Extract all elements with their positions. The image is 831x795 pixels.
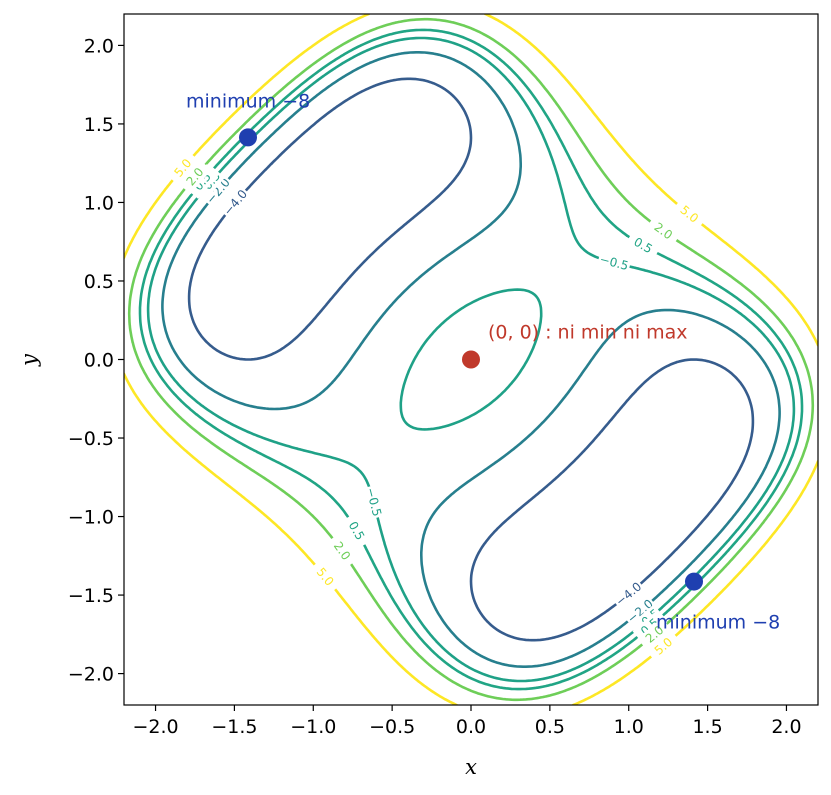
contour-line xyxy=(138,28,804,691)
contour-label-bg xyxy=(218,185,252,221)
contour-label-bg xyxy=(361,484,386,520)
x-axis-ticks: −2.0 −1.5 −1.0 −0.5 0.0 0.5 1.0 1.5 2.0 xyxy=(132,705,802,738)
y-tick-label: −2.0 xyxy=(68,664,114,686)
y-axis-label: y xyxy=(17,353,41,367)
point-annotation: minimum −8 xyxy=(186,90,310,112)
contour-label-bg xyxy=(637,617,673,651)
contour-label-bg xyxy=(632,610,668,644)
x-tick-label: 1.5 xyxy=(692,716,722,738)
contour-label-bg xyxy=(185,164,219,199)
contour-label-bg xyxy=(625,230,661,261)
contour-label-bg xyxy=(178,159,212,195)
y-tick-label: −0.5 xyxy=(68,428,114,450)
contour-label-bg xyxy=(596,250,632,275)
contour-label-bg xyxy=(646,629,681,663)
point-annotation: minimum −8 xyxy=(656,612,780,634)
critical-point-marker xyxy=(239,128,257,147)
contour-label-bg xyxy=(341,512,372,549)
point-annotation: (0, 0) : ni min ni max xyxy=(488,322,688,344)
y-tick-label: 0.0 xyxy=(84,350,114,372)
contour-label-bg xyxy=(166,150,200,186)
contour-lines xyxy=(124,14,818,705)
x-tick-label: 0.5 xyxy=(535,716,565,738)
contour-label-bg xyxy=(308,559,342,595)
x-tick-label: −0.5 xyxy=(369,716,415,738)
critical-points: minimum −8 minimum −8 (0, 0) : ni min ni m… xyxy=(186,90,780,633)
y-tick-label: 1.5 xyxy=(84,114,114,136)
x-axis-label: x xyxy=(465,755,477,779)
critical-point-marker xyxy=(462,350,480,369)
x-tick-label: 0.0 xyxy=(456,716,486,738)
x-tick-label: −1.5 xyxy=(211,716,257,738)
contour-label-bg xyxy=(645,215,681,247)
x-tick-label: −1.0 xyxy=(290,716,336,738)
contour-label-bg xyxy=(622,594,658,628)
y-tick-label: 0.5 xyxy=(84,271,114,293)
x-tick-label: −2.0 xyxy=(132,716,178,738)
critical-point-marker xyxy=(685,572,703,591)
y-tick-label: −1.0 xyxy=(68,507,114,529)
contour-line xyxy=(124,14,818,705)
contour-label-bg xyxy=(326,533,358,569)
contour-line xyxy=(161,51,781,668)
x-tick-label: 1.0 xyxy=(614,716,644,738)
contour-label-bg xyxy=(671,197,707,231)
y-axis-ticks: −2.0 −1.5 −1.0 −0.5 0.0 0.5 1.0 1.5 2.0 xyxy=(68,35,124,686)
y-tick-label: 2.0 xyxy=(84,35,114,57)
y-tick-label: 1.0 xyxy=(84,192,114,214)
contour-label-bg xyxy=(611,577,647,611)
contour-labels: −4.0−4.0−2.0−2.0−0.5−0.5−0.5−0.50.50.50.… xyxy=(166,150,707,663)
x-tick-label: 2.0 xyxy=(771,716,801,738)
y-tick-label: −1.5 xyxy=(68,585,114,607)
contour-label-bg xyxy=(201,173,235,209)
